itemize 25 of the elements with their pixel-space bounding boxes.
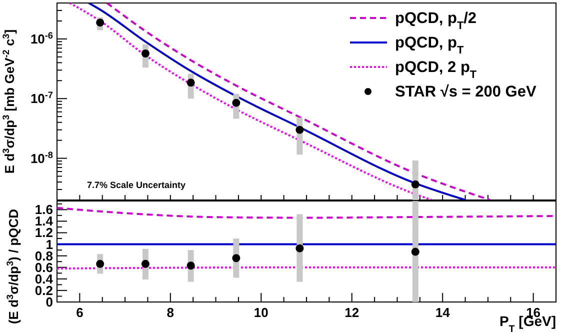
point [186,262,195,270]
legend-label: pQCD, p$_{T}$/2 [395,10,477,32]
point [141,50,150,58]
point [96,260,104,268]
x-tick-label: 12 [344,305,360,320]
x-tick-label: 10 [254,305,268,320]
x-tick-label: 14 [435,305,451,320]
point [296,126,304,134]
annotation: 7.7% Scale Uncertainty [87,180,186,190]
y-tick-label: 10$^{-8}$ [30,150,53,166]
point [411,180,420,188]
point [96,18,104,27]
legend-label: pQCD, p$_{T}$ [395,34,464,56]
x-tick-label: 6 [76,305,84,320]
legend-label: STAR √s = 200 GeV [395,84,537,100]
y-tick-label: 10$^{-7}$ [30,90,53,106]
point [141,260,150,268]
x-tick-label: 8 [166,305,174,320]
point [411,248,420,256]
y-tick-label: 10$^{-6}$ [30,30,53,46]
point [296,244,304,252]
point [232,254,240,262]
point [232,98,240,107]
point [186,78,195,87]
legend-label: pQCD, 2 p$_{T}$ [395,59,477,81]
